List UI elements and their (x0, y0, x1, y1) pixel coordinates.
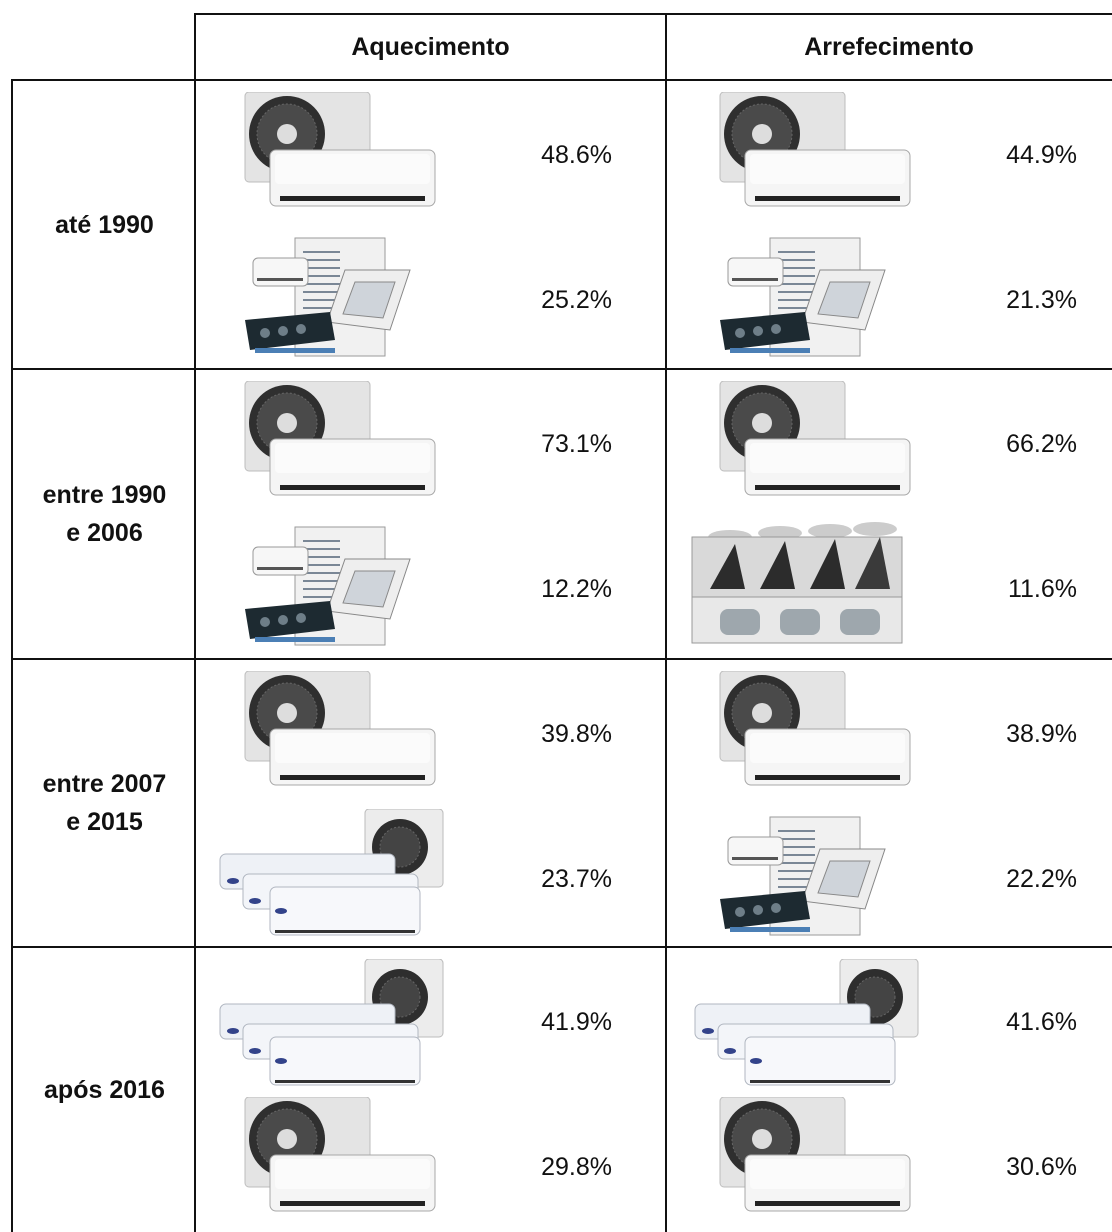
percentage: 25.2% (492, 285, 612, 315)
unit-image (690, 519, 920, 649)
unit-image (215, 671, 445, 801)
unit-icon (690, 92, 920, 222)
unit-image (215, 959, 445, 1089)
percentage: 39.8% (492, 719, 612, 749)
unit-image (690, 1097, 920, 1227)
unit-icon (215, 92, 445, 222)
row-label: entre 1990 e 2006 (14, 369, 195, 659)
unit-icon (690, 809, 920, 939)
unit-image (690, 671, 920, 801)
percentage: 21.3% (957, 285, 1077, 315)
unit-icon (215, 381, 445, 511)
unit-image (215, 1097, 445, 1227)
unit-icon (690, 230, 920, 360)
unit-image (690, 92, 920, 222)
row-label: até 1990 (14, 80, 195, 369)
unit-image (215, 230, 445, 360)
unit-icon (215, 959, 445, 1089)
unit-icon (690, 519, 920, 649)
unit-icon (215, 1097, 445, 1227)
percentage: 29.8% (492, 1152, 612, 1182)
column-header: Aquecimento (195, 14, 666, 80)
unit-icon (690, 381, 920, 511)
unit-icon (215, 809, 445, 939)
percentage: 41.9% (492, 1007, 612, 1037)
percentage: 38.9% (957, 719, 1077, 749)
unit-image (215, 92, 445, 222)
unit-image (690, 230, 920, 360)
column-header: Arrefecimento (666, 14, 1112, 80)
unit-icon (215, 519, 445, 649)
percentage: 12.2% (492, 574, 612, 604)
unit-icon (690, 959, 920, 1089)
row-label: após 2016 (14, 947, 195, 1232)
percentage: 22.2% (957, 864, 1077, 894)
unit-image (690, 381, 920, 511)
border-line (665, 13, 667, 1232)
unit-image (215, 809, 445, 939)
percentage: 23.7% (492, 864, 612, 894)
border-line (11, 79, 13, 1232)
percentage: 66.2% (957, 429, 1077, 459)
percentage: 44.9% (957, 140, 1077, 170)
unit-icon (690, 671, 920, 801)
percentage: 11.6% (957, 574, 1077, 604)
unit-icon (215, 671, 445, 801)
percentage: 30.6% (957, 1152, 1077, 1182)
unit-icon (215, 230, 445, 360)
unit-image (690, 959, 920, 1089)
row-label: entre 2007 e 2015 (14, 659, 195, 947)
unit-image (215, 381, 445, 511)
percentage: 73.1% (492, 429, 612, 459)
percentage: 48.6% (492, 140, 612, 170)
page: AquecimentoArrefecimento até 1990 48.6% 25.… (0, 0, 1112, 1232)
unit-icon (690, 1097, 920, 1227)
unit-image (215, 519, 445, 649)
unit-image (690, 809, 920, 939)
percentage: 41.6% (957, 1007, 1077, 1037)
